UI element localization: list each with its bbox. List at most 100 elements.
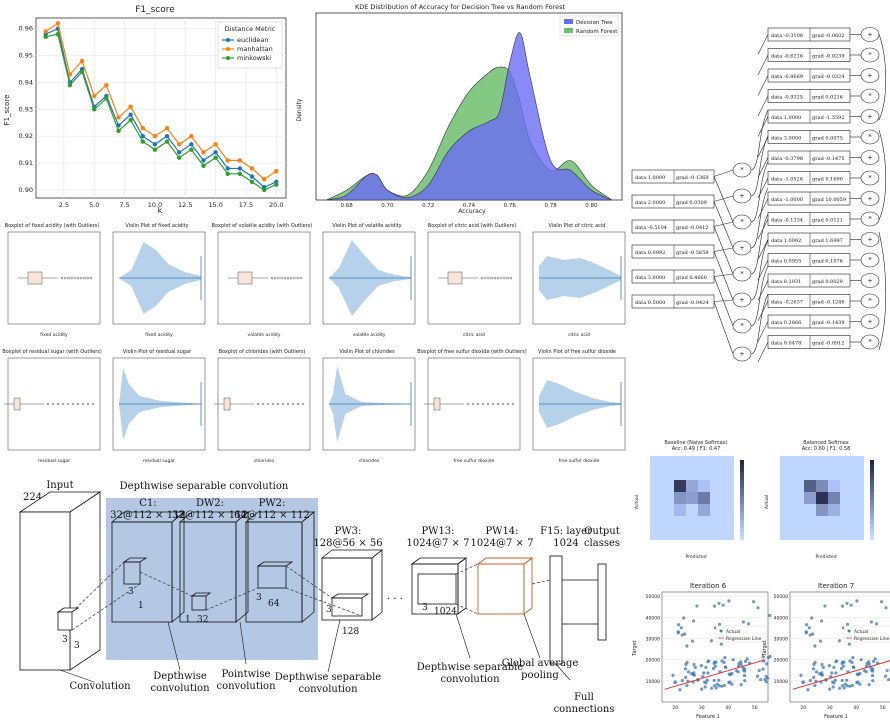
box-outlier (490, 276, 493, 280)
f1-point (177, 155, 182, 160)
box-outlier (70, 276, 73, 280)
box-cell-xlabel: residual sugar (38, 458, 70, 464)
reg-point (821, 665, 825, 669)
box-cell-title: Violin Plot of chlorides (339, 349, 395, 355)
box-outlier (466, 402, 470, 406)
box-outlier (89, 276, 93, 280)
reg-point (700, 687, 704, 691)
conf-colorbar (740, 484, 744, 488)
conf-cell (698, 516, 710, 528)
conf-colorbar (870, 532, 874, 536)
box-outlier (51, 402, 55, 406)
f1-point (201, 158, 206, 163)
graph-op-symbol: * (869, 134, 872, 141)
conf-cell (816, 468, 828, 480)
kde-title: KDE Distribution of Accuracy for Decisio… (355, 3, 566, 11)
reg-ytick: 20000 (646, 658, 660, 664)
reg-point (867, 683, 871, 687)
computation-graph-panel: data -0.3108 grad -0.0602 + data -0.6216 gra… (630, 20, 890, 400)
graph-input-data: data 2.0000 (635, 200, 665, 206)
graph-mid-op-symbol: * (741, 167, 744, 174)
graph-node-grad: grad -0.0602 (812, 33, 845, 39)
reg-point (850, 683, 854, 688)
conf-colorbar (870, 516, 874, 520)
conf-cell (840, 492, 852, 504)
reg-left-xlabel: Feature 1 (696, 714, 720, 720)
graph-op-node (860, 150, 880, 165)
reg-point (869, 620, 873, 624)
reg-legend (715, 625, 767, 643)
reg-point (808, 633, 812, 637)
reg-point (692, 619, 696, 623)
f1-point (79, 58, 85, 64)
f1-point (164, 125, 170, 131)
reg-point (871, 659, 876, 663)
input-k-3a: 3 (62, 635, 68, 645)
f1-point (249, 174, 255, 179)
graph-input-grad: grad -0.0412 (676, 225, 709, 231)
conf-colorbar (870, 520, 874, 524)
reg-point (871, 679, 875, 683)
reg-ytick: 30000 (646, 637, 660, 643)
conf-cell (710, 528, 722, 540)
graph-node-data: data -0.3108 (771, 33, 803, 39)
box-cell-frame (532, 357, 626, 451)
reg-ytick: 10000 (646, 679, 660, 685)
conf-colorbar (870, 488, 874, 492)
box-outlier (491, 402, 495, 406)
reg-ytick: 30000 (774, 637, 788, 643)
conf-cell (852, 492, 864, 504)
reg-point (814, 670, 819, 674)
box-cell-xlabel: residual sugar (143, 458, 175, 464)
conf-colorbar (870, 460, 874, 464)
graph-input-node: data 0.0992 grad -0.5659 (631, 244, 715, 259)
graph-node-grad: grad 10.0059 (812, 197, 846, 203)
cap-gap-2: pooling (521, 670, 559, 681)
box-outlier (496, 402, 500, 406)
reg-point (870, 673, 875, 678)
reg-point (683, 667, 688, 671)
conf-cell (780, 480, 792, 492)
kde-xtick: 0.76 (504, 203, 517, 209)
reg-point (804, 630, 808, 634)
graph-node: data 0.0478 grad -0.0912 (767, 335, 851, 349)
reg-point (841, 664, 846, 668)
conf-colorbar (740, 536, 744, 540)
reg-point (820, 619, 824, 623)
cap-dsc-2: convolution (298, 684, 358, 695)
conf-colorbar (870, 496, 874, 500)
conf-colorbar (740, 496, 744, 500)
reg-point (768, 613, 772, 618)
box-cell-frame (532, 231, 626, 325)
pw13-dims: 1024@7 × 7 (407, 538, 470, 549)
conf-cell (780, 516, 792, 528)
conf-cell (816, 504, 828, 516)
box-outlier (60, 276, 64, 280)
conf-cell (650, 504, 662, 516)
f1-point (79, 69, 85, 74)
conf-colorbar (740, 464, 744, 468)
conf-colorbar (870, 512, 874, 516)
reg-point (830, 671, 834, 675)
box-cell-xlabel: free sulfur dioxide (559, 458, 600, 464)
box-outlier (46, 402, 50, 406)
reg-point (724, 665, 728, 670)
boxplot-panel: Boxplot of fixed acidity (with Outliers)… (0, 218, 630, 470)
reg-point (673, 680, 677, 685)
conf-colorbar (740, 504, 744, 508)
graph-node-grad: grad -0.1246 (812, 300, 845, 306)
conf-cell (828, 492, 840, 504)
conf-cell (662, 528, 674, 540)
box-outlier (471, 402, 475, 406)
box-outlier (83, 276, 86, 280)
graph-node: data -0.6216 grad -0.0239 (767, 48, 851, 62)
graph-node-data: data -1.0526 (771, 177, 803, 183)
c1-block (110, 511, 186, 623)
reg-point (695, 604, 699, 608)
box-cell-frame (217, 231, 311, 325)
conf-cell (674, 528, 686, 540)
conf-colorbar (870, 492, 874, 496)
graph-node: data -0.9325 grad 0.0216 (767, 89, 851, 103)
graph-node-grad: grad 0.0075 (812, 136, 843, 142)
reg-point (875, 622, 879, 626)
